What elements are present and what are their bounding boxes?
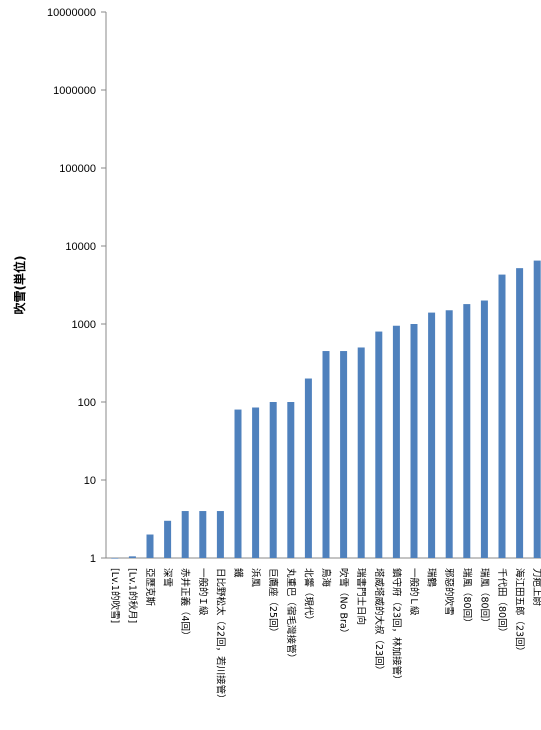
x-tick-label: 刀疤上尉 xyxy=(531,568,541,607)
y-tick-label: 10 xyxy=(84,475,96,487)
bar xyxy=(181,511,189,558)
bar xyxy=(164,520,172,558)
bar xyxy=(392,325,400,558)
bar xyxy=(480,300,488,558)
y-tick-label: 10000000 xyxy=(47,7,96,19)
x-tick-label: 浜風 xyxy=(250,568,261,588)
x-tick-label: 鳥海 xyxy=(320,568,332,588)
x-tick-label: 亞歷克斯 xyxy=(144,568,156,607)
x-tick-label: 巨鷹座（25回） xyxy=(267,568,279,637)
x-tick-label: 日比野松太（22回，若川接管） xyxy=(214,568,226,704)
x-tick-label: 鐵 xyxy=(232,568,244,578)
bar xyxy=(375,331,383,558)
bar xyxy=(304,378,312,558)
bar xyxy=(287,402,295,558)
x-tick-label: 深雪 xyxy=(162,568,173,587)
y-axis-ticks: 1 10 100 1000 10000 100000 1000000 10000000 xyxy=(47,7,106,565)
bar xyxy=(199,511,207,558)
y-tick-label: 1000 xyxy=(72,319,96,331)
bar xyxy=(111,558,119,559)
x-tick-label: 塔威塔威的大叔（23回） xyxy=(373,568,385,675)
y-tick-label: 100000 xyxy=(59,163,96,175)
bars xyxy=(111,260,541,559)
x-tick-label: 瑞鶴 xyxy=(426,568,438,588)
bar xyxy=(357,347,365,558)
bar xyxy=(533,260,541,558)
bar xyxy=(146,534,154,558)
bar xyxy=(410,324,418,558)
y-axis-label: 吹雪(単位) xyxy=(12,256,27,315)
x-tick-label: 瑞風（80回） xyxy=(461,568,473,628)
x-tick-label: 千代田（80回） xyxy=(496,568,508,637)
x-tick-label: 赤井正義（4回） xyxy=(179,568,191,641)
x-tick-label: 一般的Ｌ級 xyxy=(408,568,420,616)
bar xyxy=(445,310,453,558)
y-tick-label: 1 xyxy=(90,553,96,565)
bar xyxy=(269,402,277,558)
bar xyxy=(252,407,260,558)
x-tick-label: 北響（現代） xyxy=(302,568,314,625)
bar xyxy=(234,409,242,558)
x-axis-labels: [Lv.1的吹雪] [Lv.1的秋月] 亞歷克斯 深雪 赤井正義（4回） 一般的Ｉ級 日比野… xyxy=(109,568,541,704)
y-tick-label: 1000000 xyxy=(53,85,96,97)
bar xyxy=(516,268,524,558)
x-tick-label: 邪惡的吹雪 xyxy=(443,568,455,616)
x-tick-label: [Lv.1的吹雪] xyxy=(109,568,121,623)
x-tick-label: 瑞風（80回） xyxy=(478,568,490,628)
x-tick-label: 瑞書門士日向 xyxy=(355,568,367,625)
y-tick-label: 100 xyxy=(78,397,96,409)
bar xyxy=(216,511,224,558)
x-tick-label: [Lv.1的秋月] xyxy=(126,568,138,623)
bar xyxy=(463,304,471,558)
bar xyxy=(498,274,506,558)
x-tick-label: 海江田五郎（23回） xyxy=(514,568,526,656)
x-tick-label: 吹雪（No Bra） xyxy=(338,568,350,638)
bar xyxy=(428,312,436,558)
x-tick-label: 鎮守府（23回，林加接管） xyxy=(390,568,402,685)
y-tick-label: 10000 xyxy=(65,241,96,253)
x-tick-label: 一般的Ｉ級 xyxy=(197,568,209,616)
bar xyxy=(340,351,348,558)
x-tick-label: 丸重巴（宿毛灣接管） xyxy=(285,568,297,663)
bar xyxy=(322,351,330,558)
bar xyxy=(128,556,136,558)
